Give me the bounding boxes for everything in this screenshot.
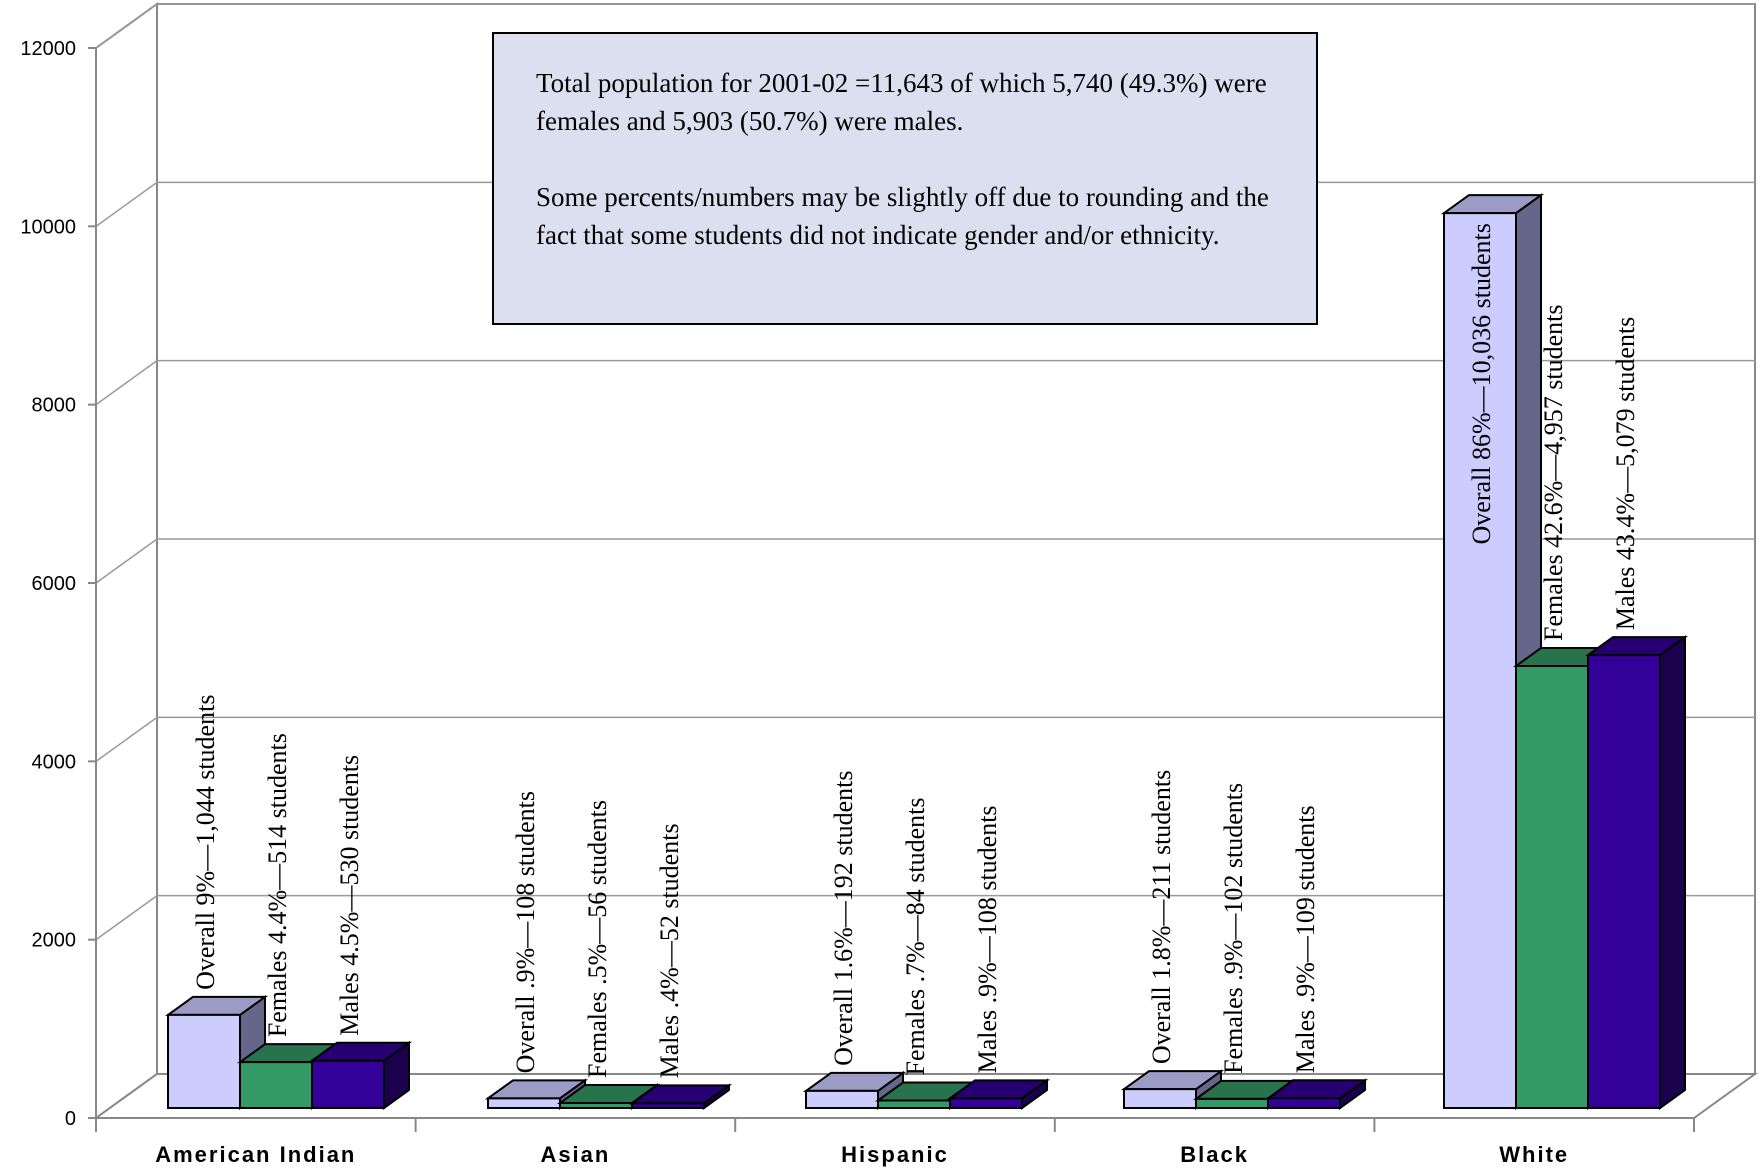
bar-front — [311, 1059, 385, 1109]
data-label: Females .5%—56 students — [583, 800, 612, 1078]
bar-males — [628, 1083, 733, 1110]
data-label: Females .7%—84 students — [901, 797, 930, 1075]
data-label: Females 42.6%—4,957 students — [1539, 304, 1568, 641]
gridline — [95, 716, 1755, 762]
data-label: Overall .9%—108 students — [511, 791, 540, 1073]
bar-side — [1659, 635, 1686, 1110]
bar-front — [877, 1099, 951, 1109]
note-rounding-text: Some percents/numbers may be slightly of… — [536, 182, 1269, 250]
bar-overall — [802, 1070, 907, 1110]
data-label: Males .4%—52 students — [655, 823, 684, 1078]
bar-males — [1584, 635, 1689, 1110]
bar-front — [487, 1097, 561, 1109]
note-population-text: Total population for 2001-02 =11,643 of … — [536, 68, 1267, 136]
category-label: Hispanic — [841, 1142, 949, 1167]
data-label: Males .9%—109 students — [1291, 805, 1320, 1073]
y-tick-label: 6000 — [32, 573, 77, 595]
category-label: Asian — [540, 1142, 610, 1167]
category-label: Black — [1180, 1142, 1249, 1167]
category-label: American Indian — [155, 1142, 356, 1167]
y-tick-label: 2000 — [32, 930, 77, 952]
data-label: Overall 1.6%—192 students — [829, 771, 858, 1066]
bar-front — [949, 1097, 1023, 1109]
gridline — [95, 894, 1755, 941]
bar-males — [1264, 1078, 1369, 1110]
y-tick-label: 8000 — [32, 395, 77, 417]
data-label: Males 43.4%—5,079 students — [1611, 317, 1640, 630]
bar-front — [1123, 1088, 1197, 1109]
note-box: Total population for 2001-02 =11,643 of … — [492, 32, 1318, 325]
bar-males — [946, 1078, 1051, 1110]
bar-front — [631, 1102, 705, 1109]
data-label: Overall 86%—10,036 students — [1467, 223, 1496, 544]
gridline — [95, 3, 1755, 49]
data-label: Females .9%—102 students — [1219, 783, 1248, 1074]
bar-front — [1587, 654, 1661, 1109]
data-label: Males .9%—108 students — [973, 805, 1002, 1073]
data-label: Overall 9%—1,044 students — [191, 695, 220, 990]
y-tick-label: 0 — [65, 1108, 76, 1130]
data-label: Females 4.4%—514 students — [263, 733, 292, 1037]
bar-front — [559, 1102, 633, 1109]
bar-front — [1195, 1097, 1269, 1109]
data-label: Males 4.5%—530 students — [335, 755, 364, 1036]
bar-front — [167, 1013, 241, 1109]
gridline — [95, 538, 1755, 584]
y-tick-label: 12000 — [20, 38, 76, 60]
data-label: Overall 1.8%—211 students — [1147, 770, 1176, 1064]
gridline — [95, 359, 1755, 406]
bar-front — [1267, 1097, 1341, 1109]
bar-front — [1515, 665, 1589, 1109]
y-tick-label: 4000 — [32, 751, 77, 773]
bar-males — [308, 1040, 413, 1110]
bar-front — [805, 1089, 879, 1109]
bar-front — [239, 1061, 313, 1109]
y-tick-label: 10000 — [20, 216, 76, 238]
category-label: White — [1499, 1142, 1569, 1167]
